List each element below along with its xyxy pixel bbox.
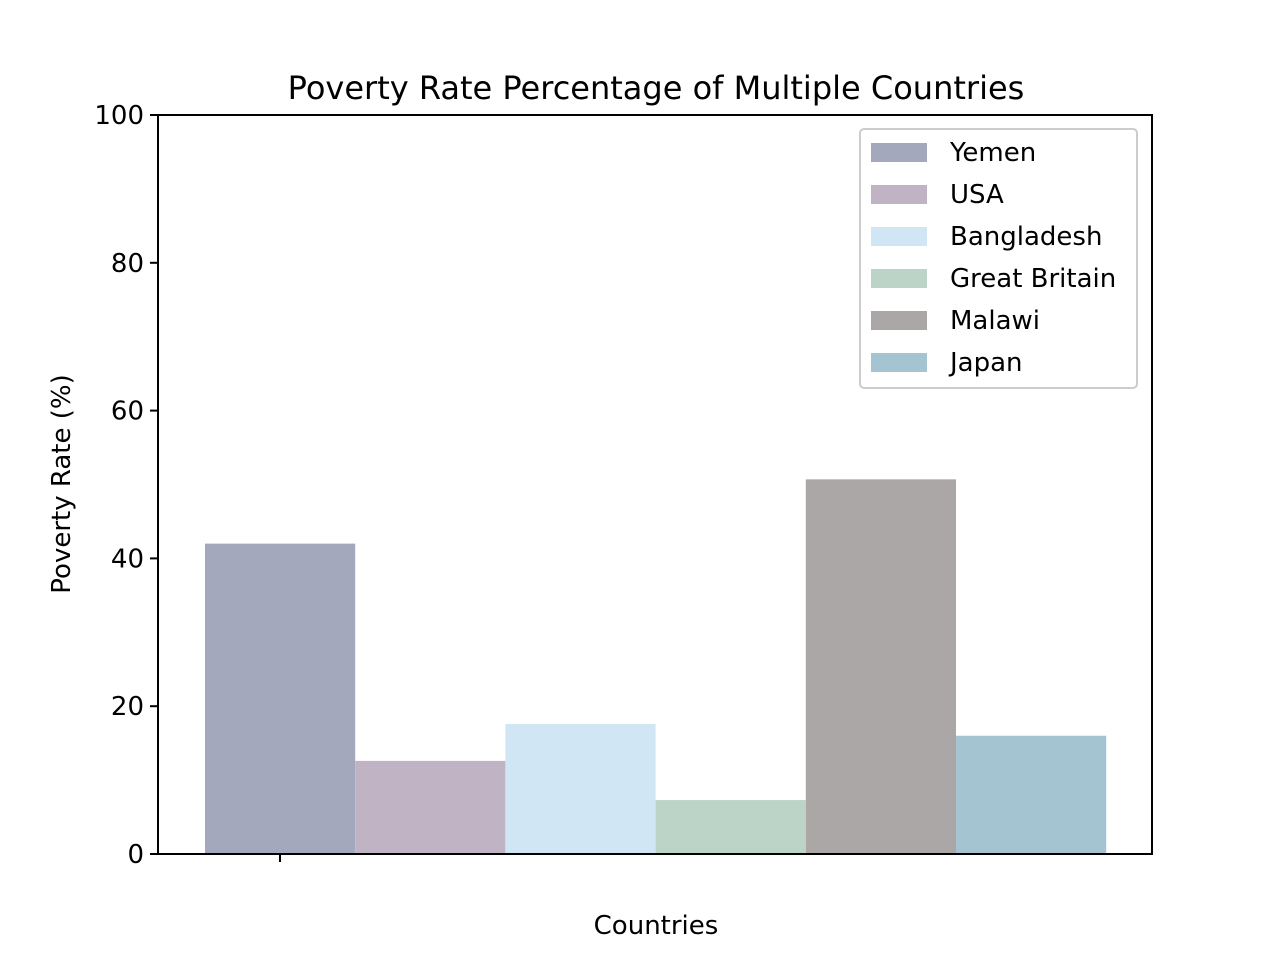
legend-swatch bbox=[871, 185, 927, 204]
bars-layer bbox=[205, 479, 1107, 854]
y-tick-label: 0 bbox=[127, 840, 144, 870]
legend-swatch bbox=[871, 143, 927, 162]
bar-malawi bbox=[805, 479, 956, 854]
y-tick-label: 40 bbox=[111, 544, 144, 574]
y-tick-label: 60 bbox=[111, 397, 144, 427]
bar-great-britain bbox=[655, 800, 806, 854]
y-tick-label: 80 bbox=[111, 249, 144, 279]
y-ticks: 0 20 40 60 80 100 bbox=[94, 101, 158, 870]
legend-label: Japan bbox=[948, 348, 1023, 378]
legend-swatch bbox=[871, 353, 927, 372]
y-axis-label: Poverty Rate (%) bbox=[47, 374, 77, 593]
y-tick-label: 100 bbox=[94, 101, 144, 131]
legend-label: Yemen bbox=[949, 138, 1036, 168]
legend-swatch bbox=[871, 227, 927, 246]
plot-frame bbox=[157, 114, 1153, 855]
legend: Yemen USA Bangladesh Great Britain Malawi Jap… bbox=[859, 128, 1138, 389]
legend-box bbox=[859, 128, 1138, 389]
y-tick-label: 20 bbox=[111, 692, 144, 722]
legend-label: Bangladesh bbox=[950, 222, 1102, 252]
legend-swatch bbox=[871, 311, 927, 330]
legend-label: Malawi bbox=[950, 306, 1040, 336]
x-axis-label: Countries bbox=[594, 911, 719, 941]
bar-yemen bbox=[205, 543, 356, 854]
legend-label: USA bbox=[950, 180, 1004, 210]
bar-usa bbox=[355, 760, 506, 854]
legend-swatch bbox=[871, 269, 927, 288]
bar-japan bbox=[956, 735, 1107, 854]
bar-bangladesh bbox=[505, 723, 656, 854]
legend-label: Great Britain bbox=[950, 264, 1116, 294]
chart-title: Poverty Rate Percentage of Multiple Coun… bbox=[288, 69, 1025, 107]
